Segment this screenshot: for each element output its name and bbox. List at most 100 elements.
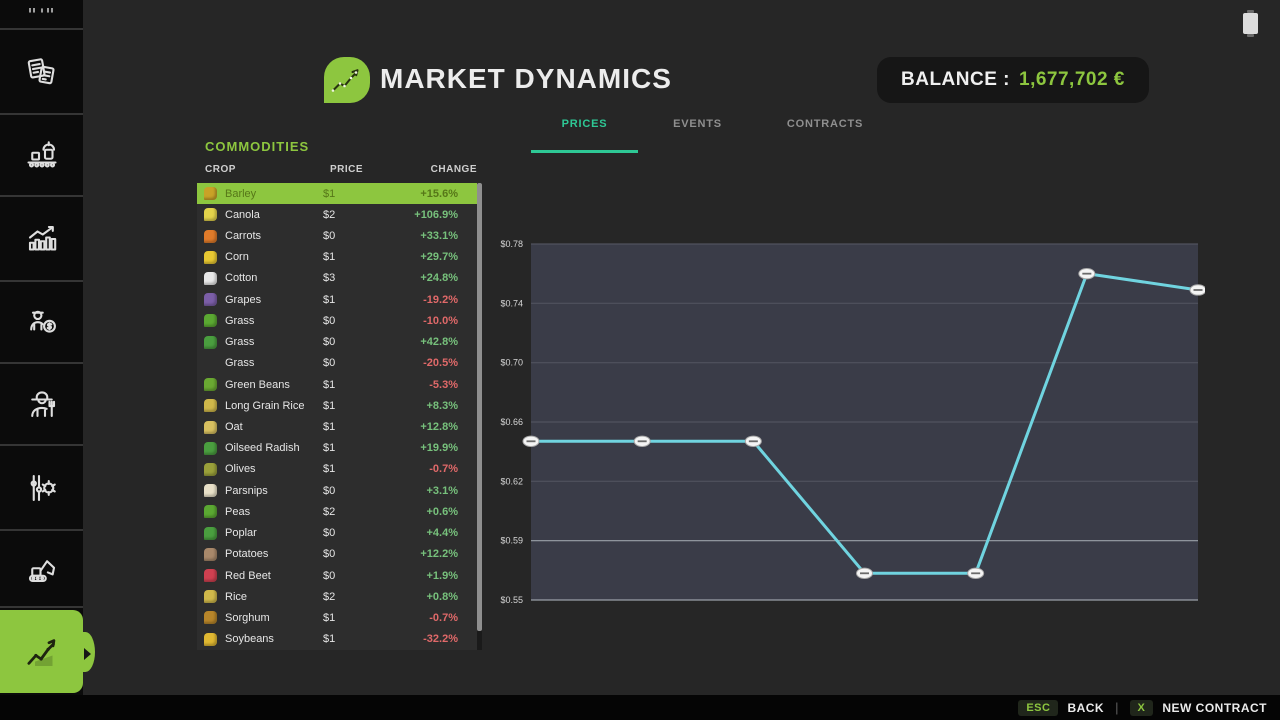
- commodity-row[interactable]: Barley $1 +15.6%: [197, 183, 482, 205]
- corn-icon: [204, 250, 217, 264]
- commodity-row[interactable]: Rice $2 +0.8%: [197, 586, 482, 607]
- commodities-column-headers: CROP PRICE CHANGE: [197, 164, 482, 179]
- commodity-row[interactable]: Grapes $1 -19.2%: [197, 289, 482, 310]
- crop-change: +12.8%: [420, 421, 458, 434]
- commodity-row[interactable]: Peas $2 +0.6%: [197, 501, 482, 522]
- crop-price: $2: [323, 590, 336, 603]
- crop-price: $1: [323, 187, 336, 200]
- crop-name: Barley: [225, 187, 257, 200]
- tab-prices[interactable]: PRICES: [531, 118, 638, 153]
- barley-icon: [204, 187, 217, 201]
- y-axis-tick-label: $0.55: [500, 595, 523, 605]
- construction-icon: [28, 559, 55, 582]
- commodity-row[interactable]: Potatoes $0 +12.2%: [197, 544, 482, 565]
- crop-name: Parsnips: [225, 484, 268, 497]
- crop-price: $2: [323, 505, 336, 518]
- new-contract-label: NEW CONTRACT: [1162, 700, 1267, 715]
- commodity-row[interactable]: Oilseed Radish $1 +19.9%: [197, 438, 482, 459]
- canola-icon: [204, 208, 217, 222]
- logo-chart-icon: [331, 69, 359, 92]
- commodity-row[interactable]: Sorghum $1 -0.7%: [197, 607, 482, 628]
- commodity-row[interactable]: Soybeans $1 -32.2%: [197, 629, 482, 650]
- crop-change: -32.2%: [423, 633, 458, 646]
- commodity-row[interactable]: Green Beans $1 -5.3%: [197, 374, 482, 395]
- commodity-row[interactable]: Grass $0 -10.0%: [197, 310, 482, 331]
- crop-name: Grapes: [225, 293, 262, 306]
- y-axis-tick-label: $0.74: [500, 298, 523, 308]
- commodities-title: COMMODITIES: [205, 139, 310, 154]
- crop-price: $1: [323, 293, 336, 306]
- commodity-row[interactable]: Grass $0 -20.5%: [197, 353, 482, 374]
- crop-price: $2: [323, 208, 336, 221]
- commodity-row[interactable]: Oat $1 +12.8%: [197, 416, 482, 437]
- sidebar-item-statistics[interactable]: [0, 197, 83, 282]
- crop-price: $0: [323, 314, 336, 327]
- scrollbar-thumb[interactable]: [477, 183, 482, 631]
- back-button[interactable]: ESC BACK: [1018, 699, 1104, 716]
- sidebar-item-production[interactable]: [0, 115, 83, 197]
- carrot-icon: [204, 229, 217, 243]
- cotton-icon: [204, 271, 217, 285]
- crop-price: $0: [323, 230, 336, 243]
- sidebar: [0, 0, 83, 695]
- crop-change: +106.9%: [414, 208, 458, 221]
- crop-price: $0: [323, 569, 336, 582]
- crop-name: Carrots: [225, 230, 262, 243]
- crop-change: -0.7%: [429, 611, 458, 624]
- green-beans-icon: [204, 378, 217, 392]
- partial-top-icon: [28, 8, 53, 13]
- crop-price: $1: [323, 463, 336, 476]
- sales-icon: [29, 310, 56, 333]
- tab-contracts[interactable]: CONTRACTS: [785, 118, 865, 153]
- sidebar-item-market-dynamics[interactable]: [0, 610, 83, 693]
- crop-name: Cotton: [225, 272, 258, 285]
- sidebar-item-documents[interactable]: [0, 30, 83, 115]
- column-header-price: PRICE: [330, 164, 364, 175]
- footer-bar: ESC BACK | X NEW CONTRACT: [0, 695, 1280, 720]
- crop-change: -19.2%: [423, 293, 458, 306]
- crop-price: $0: [323, 336, 336, 349]
- commodity-row[interactable]: Long Grain Rice $1 +8.3%: [197, 395, 482, 416]
- crop-price: $1: [323, 421, 336, 434]
- statistics-icon: [28, 225, 56, 251]
- commodity-row[interactable]: Corn $1 +29.7%: [197, 247, 482, 268]
- commodity-row[interactable]: Canola $2 +106.9%: [197, 204, 482, 225]
- commodity-row[interactable]: Carrots $0 +33.1%: [197, 225, 482, 246]
- commodity-row[interactable]: Poplar $0 +4.4%: [197, 523, 482, 544]
- commodity-row[interactable]: Cotton $3 +24.8%: [197, 268, 482, 289]
- crop-change: -10.0%: [423, 314, 458, 327]
- crop-change: +4.4%: [426, 527, 459, 540]
- commodity-row[interactable]: Olives $1 -0.7%: [197, 459, 482, 480]
- settings-icon: [30, 474, 56, 501]
- crop-change: +0.8%: [426, 590, 459, 603]
- new-contract-button[interactable]: X NEW CONTRACT: [1129, 699, 1268, 716]
- crop-name: Sorghum: [225, 611, 270, 624]
- crop-price: $0: [323, 484, 336, 497]
- red-beet-icon: [204, 569, 217, 583]
- sidebar-item-sales[interactable]: [0, 282, 83, 364]
- sidebar-item-farmer[interactable]: [0, 364, 83, 446]
- sidebar-item-settings[interactable]: [0, 446, 83, 531]
- battery-icon: [1243, 10, 1258, 37]
- sidebar-item-construction[interactable]: [0, 531, 83, 608]
- commodity-row[interactable]: Parsnips $0 +3.1%: [197, 480, 482, 501]
- commodity-row[interactable]: Grass $0 +42.8%: [197, 332, 482, 353]
- tab-events[interactable]: EVENTS: [659, 118, 736, 153]
- tab-events-label: EVENTS: [673, 118, 722, 130]
- crop-name: Oilseed Radish: [225, 442, 300, 455]
- crop-name: Grass: [225, 357, 255, 370]
- potato-icon: [204, 547, 217, 561]
- crop-price: $0: [323, 548, 336, 561]
- crop-change: +24.8%: [420, 272, 458, 285]
- crop-name: Oat: [225, 421, 243, 434]
- crop-price: $0: [323, 357, 336, 370]
- crop-change: +3.1%: [426, 484, 459, 497]
- sidebar-item-top-partial[interactable]: [0, 0, 83, 30]
- crop-change: +19.9%: [420, 442, 458, 455]
- crop-price: $1: [323, 442, 336, 455]
- commodity-list: Barley $1 +15.6% Canola $2 +106.9% Carrots $0 +3…: [197, 183, 482, 650]
- crop-name: Grass: [225, 314, 255, 327]
- commodity-row[interactable]: Red Beet $0 +1.9%: [197, 565, 482, 586]
- crop-name: Potatoes: [225, 548, 269, 561]
- page-title: MARKET DYNAMICS: [380, 63, 672, 94]
